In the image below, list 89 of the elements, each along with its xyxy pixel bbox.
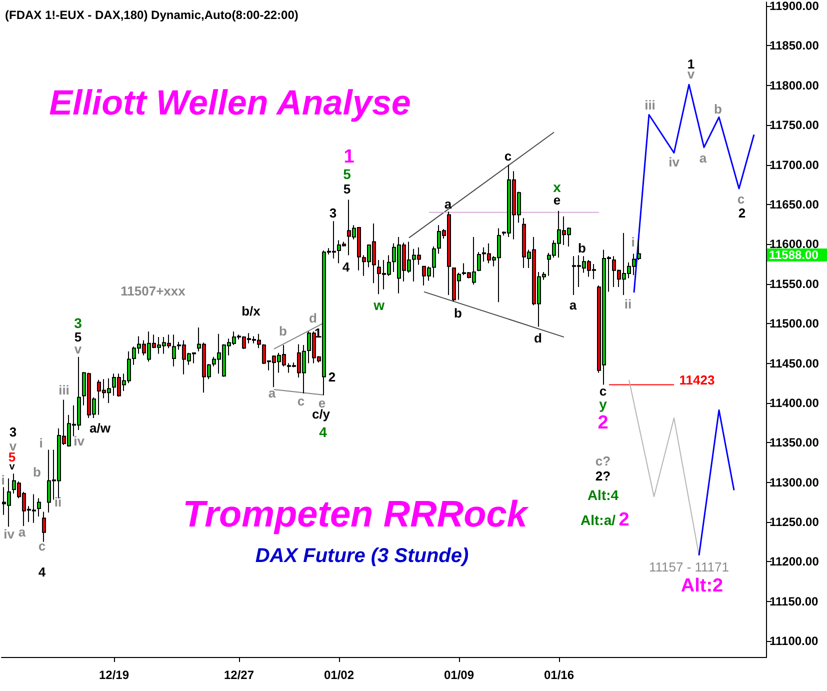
- y-tick-label: 11700.00: [770, 158, 820, 172]
- y-tick-label: 11550.00: [770, 276, 820, 291]
- x-tick-label: 12/27: [224, 668, 254, 682]
- annotation: a: [18, 524, 26, 540]
- annotation: iii: [58, 382, 70, 398]
- annotation: x: [553, 179, 562, 195]
- annotation: c: [737, 192, 745, 206]
- annotation: c: [504, 148, 512, 164]
- annotation: b: [33, 464, 42, 480]
- candlestick: [477, 252, 481, 272]
- annotation: iv: [74, 434, 86, 448]
- y-tick-label: 11900.00: [770, 0, 820, 13]
- annotation: c: [297, 394, 305, 408]
- annotation: a: [444, 196, 452, 212]
- annotation: iv: [668, 154, 680, 170]
- annotation: 5: [343, 182, 351, 196]
- annotation: 1: [344, 146, 355, 168]
- y-tick-label: 11300.00: [770, 475, 820, 490]
- x-tick-label: 12/19: [98, 668, 130, 682]
- annotation: c: [38, 538, 46, 554]
- annotation: 2: [618, 510, 630, 530]
- candlestick: [37, 498, 41, 517]
- candlestick: [637, 238, 641, 261]
- annotation: b: [578, 240, 586, 256]
- x-tick-label: 01/02: [324, 668, 354, 682]
- annotation: 4: [342, 260, 350, 274]
- annotation: b: [279, 324, 288, 338]
- y-tick-label: 11850.00: [770, 38, 820, 53]
- annotation: DAX Future (3 Stunde): [255, 545, 469, 567]
- y-tick-label: 11450.00: [770, 356, 820, 370]
- annotation: i: [1, 472, 5, 488]
- annotation: 3: [329, 206, 337, 220]
- annotation: 1: [687, 56, 695, 72]
- annotation: 4: [319, 424, 328, 440]
- y-tick-label: 11200.00: [770, 554, 820, 569]
- annotation: ii: [624, 296, 632, 312]
- annotation: e: [553, 192, 561, 208]
- annotation: iv: [4, 526, 16, 542]
- annotation: i: [39, 436, 43, 450]
- annotation: 11423: [679, 372, 715, 388]
- annotation: c?: [595, 454, 611, 468]
- annotation: iii: [644, 98, 656, 112]
- y-tick-label: 11500.00: [770, 316, 820, 331]
- y-tick-label: 11400.00: [770, 396, 820, 410]
- annotation: w: [372, 297, 385, 313]
- annotation: Elliott Wellen Analyse: [49, 84, 411, 122]
- y-tick-label: 11250.00: [770, 515, 820, 530]
- annotation: 2: [598, 412, 608, 434]
- annotation: 3: [74, 315, 82, 331]
- annotation: v: [9, 462, 16, 472]
- annotation: a: [569, 298, 578, 312]
- annotation: y: [599, 396, 608, 412]
- text: (FDAX 1!-EUX - DAX,180) Dynamic,Auto(8:00-22:00): [5, 8, 298, 22]
- x-tick-label: 01/16: [544, 668, 574, 682]
- y-tick-label: 11100.00: [770, 634, 819, 648]
- annotation: v: [74, 342, 82, 356]
- candlestick: [42, 511, 46, 542]
- annotation: d: [309, 310, 318, 326]
- annotation: a: [699, 150, 708, 166]
- annotation: Alt:4: [587, 487, 619, 503]
- x-tick-label: 01/09: [444, 668, 474, 682]
- annotation: 4: [38, 564, 46, 580]
- annotation: b/x: [242, 304, 262, 318]
- annotation: 2?: [595, 468, 611, 484]
- annotation: b: [454, 306, 462, 320]
- annotation: a/w: [90, 420, 112, 436]
- annotation: 2: [738, 206, 746, 220]
- annotation: b: [714, 102, 722, 116]
- line-series: [633, 84, 755, 294]
- y-tick-label: 11150.00: [770, 594, 819, 608]
- annotation: 5: [343, 166, 352, 182]
- annotation: 2: [328, 370, 336, 384]
- annotation: i: [631, 234, 635, 250]
- annotation: Trompeten RRRock: [182, 494, 530, 534]
- annotation: 5: [74, 330, 82, 344]
- annotation: c: [599, 384, 607, 398]
- annotation: 11507+xxx: [120, 284, 186, 298]
- annotation: 3: [9, 424, 17, 440]
- y-tick-label: 11350.00: [770, 436, 820, 450]
- annotation: 11157 - 11171: [649, 560, 729, 574]
- y-tick-label: 11650.00: [770, 197, 820, 212]
- annotation: Alt:2: [680, 576, 724, 596]
- y-tick-label: 11800.00: [770, 78, 820, 92]
- candlestick: [432, 246, 436, 278]
- annotation: ii: [54, 494, 62, 510]
- y-tick-label: 11750.00: [770, 118, 820, 132]
- annotation: a: [268, 386, 276, 400]
- annotation: d: [534, 330, 542, 346]
- annotation: Alt:a/: [580, 512, 616, 528]
